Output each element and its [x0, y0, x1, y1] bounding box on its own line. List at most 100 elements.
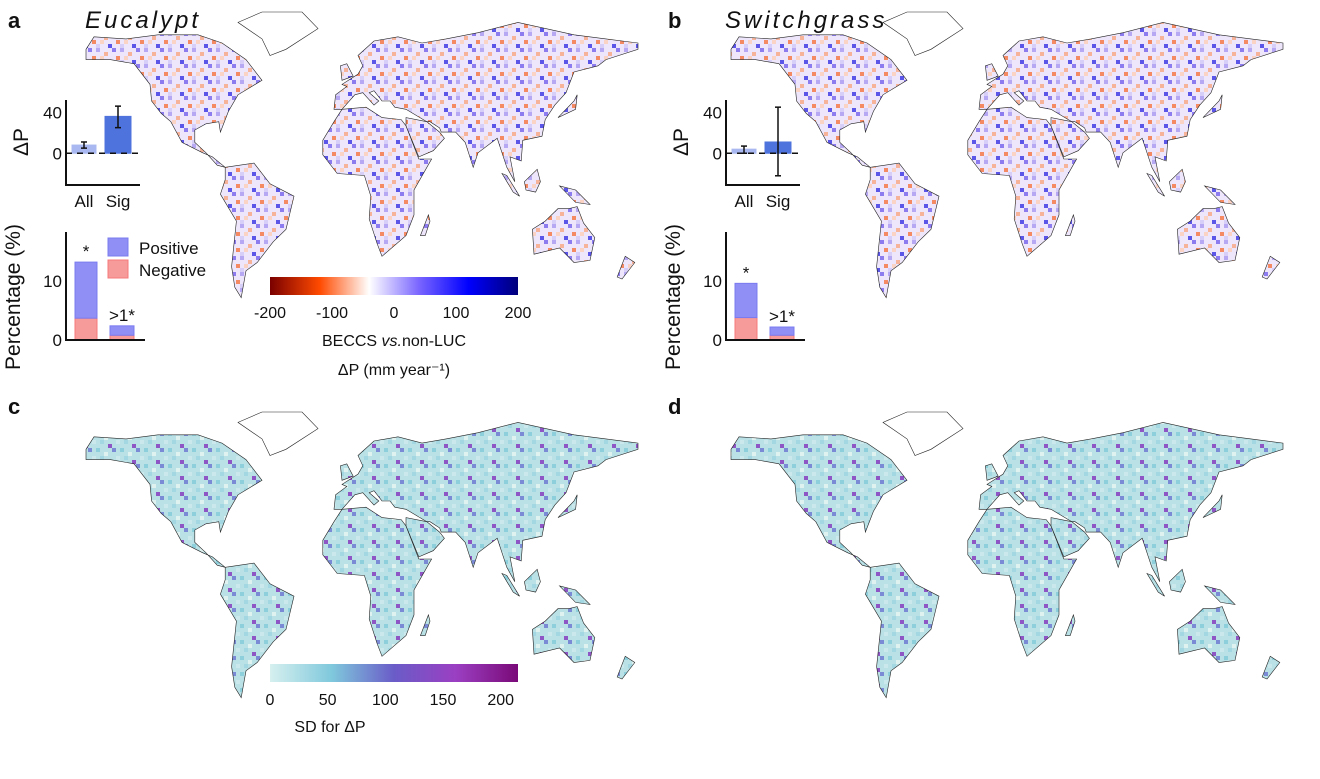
landmass-arabia	[405, 117, 445, 158]
bar-positive	[74, 261, 98, 319]
landmass-south-america	[220, 562, 295, 699]
landmass-new-guinea	[1203, 585, 1236, 605]
map-panel-c	[85, 411, 639, 699]
landmass-africa	[967, 506, 1078, 657]
y-tick-label: 0	[713, 331, 722, 350]
panel-letter-c: c	[8, 394, 20, 419]
bar-sig	[104, 115, 132, 154]
landmass-new-guinea	[1203, 185, 1236, 205]
landmass-eurasia	[978, 422, 1284, 582]
landmass-north-america	[730, 34, 908, 168]
axes	[65, 232, 145, 341]
landmass-japan	[557, 94, 578, 118]
landmass-madagascar	[1064, 613, 1076, 636]
colorbar-delta-p-unit: ΔP (mm year⁻¹)	[338, 362, 450, 379]
landmass-madagascar	[419, 613, 431, 636]
landmass-south-america	[220, 162, 295, 299]
legend-swatch-positive	[107, 237, 129, 257]
inset-a-delta-p: All Sig 0 40 ΔP	[10, 100, 140, 211]
landmass-arabia	[405, 517, 445, 558]
colorbar-delta-p: -200 -100 0 100 200 BECCS vs.non-LUC ΔP (mm …	[254, 277, 531, 379]
landmass-south-america	[865, 162, 940, 299]
x-tick-label: All	[75, 192, 94, 211]
landmass-madagascar	[1064, 213, 1076, 236]
colorbar-tick-label: 200	[505, 305, 532, 322]
landmass-new-guinea	[558, 585, 591, 605]
landmass-eurasia	[333, 422, 639, 582]
landmass-new-zealand	[1261, 655, 1281, 680]
landmass-greenland	[237, 411, 319, 456]
y-axis-label: Percentage (%)	[2, 224, 25, 370]
legend-swatch-negative	[107, 259, 129, 279]
x-tick-label: Sig	[766, 192, 791, 211]
colorbar-tick-label: -100	[316, 305, 348, 322]
inset-a-percentage: * >1* 0 10 Percentage (%) Positive Negative	[2, 224, 206, 370]
landmass-north-america	[730, 434, 908, 568]
colorbar-tick-label: 200	[487, 692, 514, 709]
colorbar-delta-p-gradient	[270, 277, 518, 295]
landmass-greenland	[882, 11, 964, 56]
colorbar-tick-label: 0	[390, 305, 399, 322]
y-tick-label: 0	[53, 144, 62, 163]
map-panel-a	[85, 11, 639, 299]
y-tick-label: 0	[713, 144, 722, 163]
y-tick-label: 10	[703, 272, 722, 291]
y-tick-label: 40	[703, 103, 722, 122]
landmass-sumatra	[1146, 572, 1165, 597]
colorbar-tick-label: 100	[372, 692, 399, 709]
inset-b-percentage: * >1* 0 10 Percentage (%)	[662, 224, 805, 370]
axes	[65, 100, 140, 186]
legend-label-positive: Positive	[139, 239, 199, 258]
landmass-australia	[1177, 606, 1241, 663]
landmass-borneo	[524, 168, 541, 193]
colorbar-tick-label: -200	[254, 305, 286, 322]
colorbar-sd: 0 50 100 150 200 SD for ΔP	[266, 664, 518, 736]
landmass-australia	[532, 606, 596, 663]
landmass-japan	[1202, 94, 1223, 118]
bar-label: >1*	[109, 306, 135, 325]
inset-b-delta-p: All Sig 0 40 ΔP	[670, 100, 800, 211]
bar-positive	[734, 282, 758, 319]
colorbar-delta-p-label: BECCS vs.non-LUC	[322, 333, 466, 350]
landmass-greenland	[237, 11, 319, 56]
bar-label: *	[743, 263, 750, 282]
landmass-sumatra	[1146, 172, 1165, 197]
y-tick-label: 0	[53, 331, 62, 350]
landmass-africa	[322, 506, 433, 657]
bar-positive	[769, 326, 795, 336]
landmass-uk	[340, 63, 354, 81]
landmass-north-america	[85, 34, 263, 168]
landmass-borneo	[1169, 168, 1186, 193]
landmass-eurasia	[978, 22, 1284, 182]
y-tick-label: 40	[43, 103, 62, 122]
colorbar-tick-label: 50	[319, 692, 337, 709]
landmass-australia	[532, 206, 596, 263]
panel-letter-b: b	[668, 8, 681, 33]
bar-negative	[74, 317, 98, 341]
landmass-madagascar	[419, 213, 431, 236]
map-panel-d	[730, 411, 1284, 699]
legend-label-negative: Negative	[139, 261, 206, 280]
landmass-south-america	[865, 562, 940, 699]
axes	[725, 232, 805, 341]
x-tick-label: All	[735, 192, 754, 211]
bar-positive	[109, 325, 135, 336]
landmass-borneo	[524, 568, 541, 593]
landmass-new-guinea	[558, 185, 591, 205]
landmass-africa	[322, 106, 433, 257]
landmass-uk	[985, 63, 999, 81]
y-axis-label: Percentage (%)	[662, 224, 685, 370]
maps-layer	[85, 11, 1284, 699]
bar-negative	[734, 317, 758, 341]
axes	[725, 100, 800, 186]
landmass-borneo	[1169, 568, 1186, 593]
colorbar-sd-label: SD for ΔP	[294, 719, 365, 736]
landmass-arabia	[1050, 517, 1090, 558]
panel-letter-d: d	[668, 394, 681, 419]
panel-title-b: Switchgrass	[725, 7, 887, 34]
panel-letter-a: a	[8, 8, 21, 33]
colorbar-tick-label: 0	[266, 692, 275, 709]
bar-label: *	[83, 242, 90, 261]
y-axis-label: ΔP	[10, 128, 33, 156]
